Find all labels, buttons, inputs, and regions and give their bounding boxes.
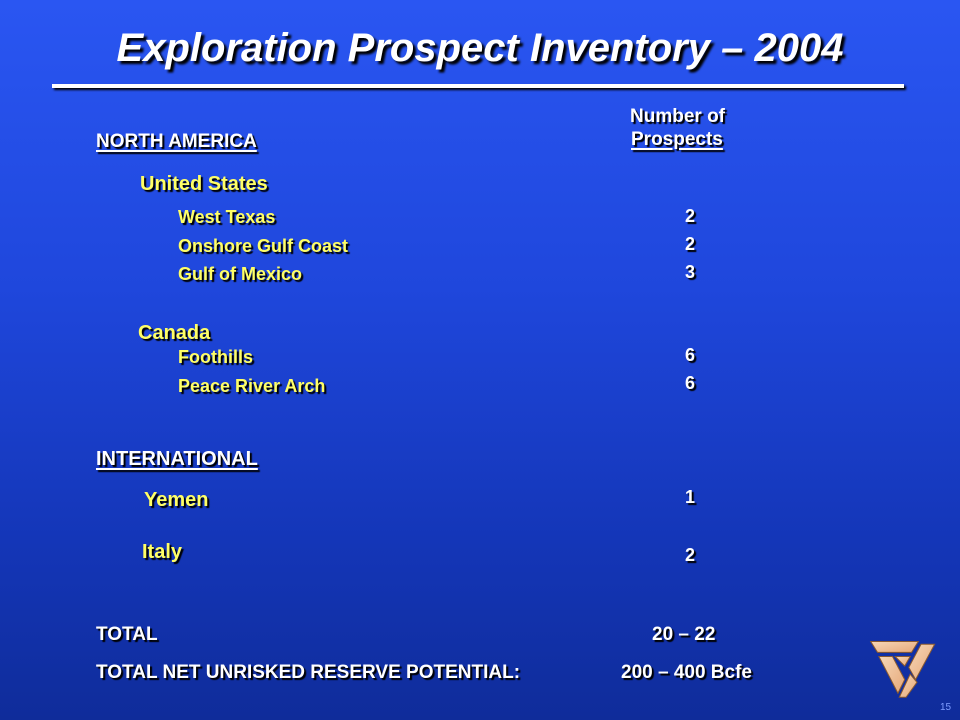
region-peace-river-arch: Peace River Arch (178, 376, 326, 396)
value-gulf-of-mexico: 3 (684, 262, 695, 282)
international-heading: INTERNATIONAL (96, 448, 258, 470)
slide-title: Exploration Prospect Inventory – 2004 (116, 26, 844, 70)
company-logo-icon (869, 641, 936, 698)
value-west-texas: 2 (684, 206, 695, 226)
column-header-line1: Number of (630, 106, 725, 127)
value-italy: 2 (684, 545, 695, 565)
value-onshore-gulf-coast: 2 (684, 234, 695, 254)
value-peace-river-arch: 6 (684, 373, 695, 393)
yemen-label: Yemen (144, 489, 209, 511)
reserve-label: TOTAL NET UNRISKED RESERVE POTENTIAL: (96, 662, 521, 683)
page-number: 15 (940, 702, 952, 713)
total-label: TOTAL (96, 624, 158, 645)
total-value: 20 – 22 (652, 624, 716, 645)
north-america-heading: NORTH AMERICA (96, 131, 257, 152)
region-gulf-of-mexico: Gulf of Mexico (178, 264, 303, 284)
united-states-label: United States (140, 173, 268, 195)
column-header-line2: Prospects (631, 129, 723, 150)
region-west-texas: West Texas (178, 207, 276, 227)
title-underline-rule (52, 84, 904, 88)
value-foothills: 6 (684, 345, 695, 365)
italy-label: Italy (142, 541, 183, 563)
value-yemen: 1 (684, 487, 695, 507)
canada-label: Canada (138, 322, 211, 344)
region-onshore-gulf-coast: Onshore Gulf Coast (178, 236, 349, 256)
reserve-value: 200 – 400 Bcfe (621, 662, 752, 683)
region-foothills: Foothills (178, 347, 253, 367)
